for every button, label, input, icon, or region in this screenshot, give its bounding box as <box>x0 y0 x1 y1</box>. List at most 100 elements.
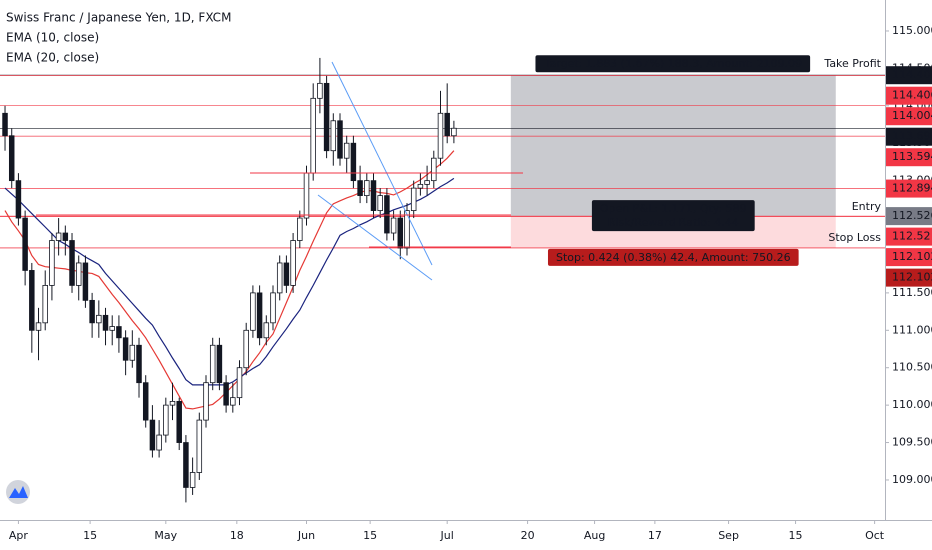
price-label-bg <box>886 107 932 126</box>
x-tick-label: 15 <box>789 529 803 542</box>
y-tick-label: 109.000 <box>892 473 932 486</box>
target-label-bg <box>535 55 811 73</box>
candle-body <box>404 210 410 249</box>
y-tick-label: 111.500 <box>892 286 932 299</box>
price-label: 112.52 <box>892 230 931 243</box>
price-label: 114.406 <box>892 89 932 102</box>
pnl-label: Open P&L: 1.171, Qty: 589 <box>600 202 747 215</box>
x-tick-label: Apr <box>9 529 29 542</box>
trend-line <box>331 61 433 266</box>
candle-body <box>129 344 136 361</box>
candle-body <box>69 240 75 286</box>
candle-body <box>29 270 35 331</box>
candle-body <box>116 326 122 339</box>
candle-body <box>377 195 383 211</box>
plot-area <box>0 57 885 503</box>
y-tick-label: 109.500 <box>892 436 932 449</box>
price-label: 114.004 <box>892 109 932 122</box>
x-tick-label: Oct <box>865 529 885 542</box>
price-label-bg <box>886 148 932 167</box>
candle-body <box>424 180 430 185</box>
candle-body <box>176 400 182 443</box>
candle-body <box>236 367 243 399</box>
trend-line <box>317 194 433 281</box>
x-tick-label: Aug <box>584 529 605 542</box>
candle-body <box>437 112 444 159</box>
price-label-bg <box>886 179 932 198</box>
candle-body <box>364 180 370 197</box>
x-tick-label: 15 <box>83 529 97 542</box>
price-label-bg <box>886 268 932 287</box>
candle-body <box>216 344 223 384</box>
candle-body <box>297 217 303 241</box>
take-profit-label: Take Profit <box>823 57 881 70</box>
candle-body <box>290 240 296 286</box>
target-label: Target: 1.883 (1.67%) 188.3, Amount: 210… <box>543 57 802 70</box>
x-tick-label: 17 <box>648 529 662 542</box>
candle-body <box>444 112 450 137</box>
x-tick-label: Jun <box>297 529 315 542</box>
price-label: 112.894 <box>892 182 932 195</box>
candle-body <box>102 314 109 331</box>
price-label: 112.102 <box>892 271 932 284</box>
candle-body <box>230 397 236 406</box>
price-label: 114.409 <box>892 68 932 81</box>
x-tick-label: May <box>154 529 177 542</box>
candle-body <box>169 400 176 406</box>
x-tick-label: Jul <box>440 529 454 542</box>
price-label: 113.697 <box>892 130 932 143</box>
candle-body <box>330 120 337 152</box>
entry-label: Entry <box>852 200 882 213</box>
y-tick-label: 115.000 <box>892 24 932 37</box>
candle-body <box>243 329 249 369</box>
candle-body <box>209 344 216 384</box>
y-tick-label: 110.500 <box>892 361 932 374</box>
candle-body <box>390 217 397 234</box>
candle-body <box>384 195 390 234</box>
price-label: 112.526 <box>892 209 932 222</box>
x-tick-label: 15 <box>363 529 377 542</box>
legend-entry: EMA (10, close) <box>6 31 99 45</box>
candle-body <box>397 217 404 249</box>
price-label-bg <box>886 127 932 146</box>
candle-body <box>35 322 42 331</box>
price-label-bg <box>886 86 932 105</box>
candle-body <box>15 180 22 219</box>
x-tick-label: 18 <box>230 529 244 542</box>
candle-body <box>451 127 457 137</box>
candle-body <box>149 419 156 451</box>
candle-body <box>357 180 363 197</box>
candle-body <box>163 404 169 436</box>
price-label-bg <box>886 66 932 85</box>
legend-entry: EMA (20, close) <box>6 51 99 65</box>
candle-body <box>82 262 89 301</box>
candle-body <box>96 314 102 324</box>
candle-body <box>183 442 189 488</box>
candle-body <box>283 262 290 286</box>
rr-label: Risk/Reward Ratio: 4.44 <box>608 216 739 229</box>
candle-body <box>136 344 142 384</box>
logo-icon[interactable] <box>9 486 28 498</box>
candle-body <box>263 322 270 339</box>
candle-body <box>122 337 129 361</box>
candle-body <box>431 157 437 182</box>
candle-body <box>323 82 330 152</box>
candle-body <box>142 382 149 421</box>
logo-circle[interactable] <box>6 480 30 504</box>
candle-body <box>350 142 357 182</box>
candle-body <box>370 180 377 211</box>
stop-loss-label: Stop Loss <box>828 231 881 244</box>
candle-body <box>42 285 48 324</box>
candle-body <box>109 326 115 331</box>
candle-body <box>49 240 55 286</box>
candle-body <box>410 187 417 211</box>
logo[interactable] <box>6 480 30 504</box>
candle-body <box>223 382 229 406</box>
candle-body <box>250 292 256 331</box>
target-zone <box>510 75 836 217</box>
stop-label: Stop: 0.424 (0.38%) 42.4, Amount: 750.26 <box>556 251 791 264</box>
candle-body <box>62 232 69 241</box>
candle-body <box>203 382 209 421</box>
